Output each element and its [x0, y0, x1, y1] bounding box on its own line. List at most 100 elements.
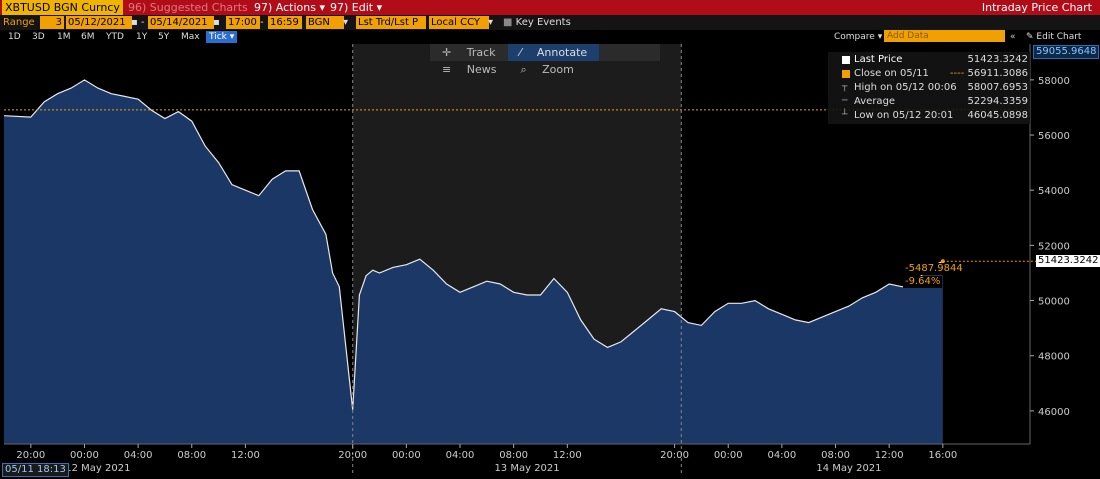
- legend-value: 51423.3242: [967, 54, 1028, 65]
- legend-row-average[interactable]: ─ Average 52294.3359: [828, 95, 1030, 109]
- track-tool[interactable]: ✛ Track: [430, 44, 508, 61]
- legend-row-last-price[interactable]: Last Price 51423.3242: [828, 53, 1030, 67]
- x-tick-label-12: 04:00: [767, 450, 796, 461]
- last-price-badge: 51423.3242: [1036, 255, 1100, 267]
- x-tick-label-3: 08:00: [177, 450, 206, 461]
- x-tick-label-13: 08:00: [821, 450, 850, 461]
- collapse-icon[interactable]: «: [1010, 32, 1016, 42]
- checkbox-icon: ■: [503, 17, 513, 28]
- calendar-icon[interactable]: ▪: [213, 17, 220, 28]
- chevron-down-icon[interactable]: ▾: [343, 17, 349, 28]
- annotate-label: Annotate: [536, 46, 588, 59]
- news-tool[interactable]: ≡ News: [430, 61, 508, 78]
- x-tick-label-14: 12:00: [875, 450, 904, 461]
- legend-label: Close on 05/11: [854, 68, 929, 79]
- actions-menu[interactable]: 97) Actions ▾: [254, 1, 326, 14]
- range-num-field[interactable]: 3: [40, 16, 64, 29]
- edit-label: Edit: [351, 1, 374, 14]
- pencil-icon: ✎: [1026, 32, 1034, 42]
- x-tick-label-6: 00:00: [392, 450, 421, 461]
- x-tick-label-10: 20:00: [660, 450, 689, 461]
- time-separator: -: [260, 17, 264, 28]
- annotate-tool[interactable]: ⁄ Annotate: [507, 44, 600, 61]
- top-price-badge: 59055.9648: [1033, 45, 1100, 59]
- timeframe-6m[interactable]: 6M: [81, 32, 95, 42]
- x-tick-label-9: 12:00: [553, 450, 582, 461]
- edit-menu[interactable]: 97) Edit ▾: [330, 1, 383, 14]
- timeframe-max[interactable]: Max: [181, 32, 200, 42]
- magnifier-icon: ⌕: [520, 63, 527, 76]
- range-label: Range: [3, 17, 35, 28]
- change-percent: -9.64%: [903, 276, 943, 288]
- y-tick-label-50000: 50000: [1038, 297, 1070, 308]
- pencil-icon: ⁄: [519, 46, 522, 59]
- legend-value: 46045.0898: [967, 110, 1028, 121]
- timeframe-ytd[interactable]: YTD: [106, 32, 124, 42]
- field-select[interactable]: Lst Trd/Lst P: [356, 16, 426, 29]
- date-separator: -: [141, 17, 145, 28]
- change-absolute: -5487.9844: [903, 263, 965, 275]
- date-label-0: 12 May 2021: [65, 463, 130, 474]
- suggested-label: Suggested Charts: [149, 1, 248, 14]
- end-date-field[interactable]: 05/14/2021: [148, 16, 214, 29]
- x-tick-label-15: 16:00: [928, 450, 957, 461]
- x-tick-label-0: 20:00: [16, 450, 45, 461]
- add-data-input[interactable]: Add Data: [884, 30, 1005, 42]
- crosshair-icon: ✛: [442, 46, 452, 59]
- x-tick-label-2: 04:00: [124, 450, 153, 461]
- start-time-field[interactable]: 17:00: [226, 16, 260, 29]
- suggested-num: 96: [128, 1, 142, 14]
- timeframe-3d[interactable]: 3D: [32, 32, 45, 42]
- zoom-label: Zoom: [542, 63, 574, 76]
- y-tick-label-56000: 56000: [1038, 131, 1070, 142]
- x-tick-label-4: 12:00: [231, 450, 260, 461]
- chevron-down-icon[interactable]: ▾: [488, 17, 494, 28]
- key-events-toggle[interactable]: ■ Key Events: [503, 16, 571, 29]
- source-select[interactable]: BGN: [306, 16, 344, 29]
- last-point-marker: [940, 259, 945, 264]
- y-tick-label-46000: 46000: [1038, 407, 1070, 418]
- controls-bar: Range 3 05/12/2021 ▪ - 05/14/2021 ▪ 17:0…: [0, 15, 1100, 30]
- actions-num: 97: [254, 1, 268, 14]
- legend-row-close[interactable]: Close on 05/11 ---- 56911.3086: [828, 67, 1030, 81]
- timeframe-tick[interactable]: Tick ▾: [206, 31, 238, 43]
- average-marker-icon: ─: [842, 96, 848, 106]
- y-tick-label-48000: 48000: [1038, 352, 1070, 363]
- ticker-security[interactable]: XBTUSD BGN Curncy: [2, 0, 123, 15]
- legend-row-high[interactable]: ┬ High on 05/12 00:06 58007.6953: [828, 81, 1030, 95]
- legend-value: 52294.3359: [967, 96, 1028, 107]
- timeframe-1d[interactable]: 1D: [8, 32, 21, 42]
- chevron-down-icon: ▾: [877, 32, 883, 42]
- chevron-down-icon: ▾: [319, 1, 326, 14]
- x-tick-label-11: 00:00: [714, 450, 743, 461]
- start-date-field[interactable]: 05/12/2021: [66, 16, 132, 29]
- chart-title: Intraday Price Chart: [981, 1, 1092, 14]
- legend-panel: Last Price 51423.3242 Close on 05/11 ---…: [828, 52, 1030, 124]
- edit-chart-button[interactable]: ✎ Edit Chart: [1026, 31, 1081, 43]
- calendar-icon[interactable]: ▪: [131, 17, 138, 28]
- y-tick-label-54000: 54000: [1038, 186, 1070, 197]
- price-line: [3, 79, 944, 410]
- legend-label: Low on 05/12 20:01: [854, 110, 954, 121]
- timeframe-1m[interactable]: 1M: [57, 32, 71, 42]
- legend-label: Last Price: [854, 54, 903, 65]
- news-icon: ≡: [442, 63, 452, 76]
- start-date-badge: 05/11 18:13: [2, 463, 69, 477]
- x-tick-label-7: 04:00: [446, 450, 475, 461]
- legend-value: ---- 56911.3086: [949, 68, 1028, 79]
- y-tick-label-52000: 52000: [1038, 241, 1070, 252]
- key-events-label: Key Events: [515, 17, 571, 28]
- zoom-tool[interactable]: ⌕ Zoom: [508, 61, 585, 78]
- news-label: News: [466, 63, 497, 76]
- edit-chart-label: Edit Chart: [1036, 32, 1082, 42]
- legend-row-low[interactable]: ┴ Low on 05/12 20:01 46045.0898: [828, 109, 1030, 123]
- price-chart[interactable]: 46000 48000 50000 52000 54000 56000 58000 20:00…: [0, 44, 1100, 479]
- timeframe-1y[interactable]: 1Y: [136, 32, 148, 42]
- date-label-2: 14 May 2021: [816, 463, 881, 474]
- suggested-charts-menu[interactable]: 96) Suggested Charts: [128, 1, 248, 14]
- end-time-field[interactable]: 16:59: [268, 16, 302, 29]
- currency-select[interactable]: Local CCY: [429, 16, 489, 29]
- compare-button[interactable]: Compare ▾: [834, 31, 882, 43]
- timeframe-5y[interactable]: 5Y: [158, 32, 170, 42]
- chevron-down-icon: ▾: [229, 32, 235, 42]
